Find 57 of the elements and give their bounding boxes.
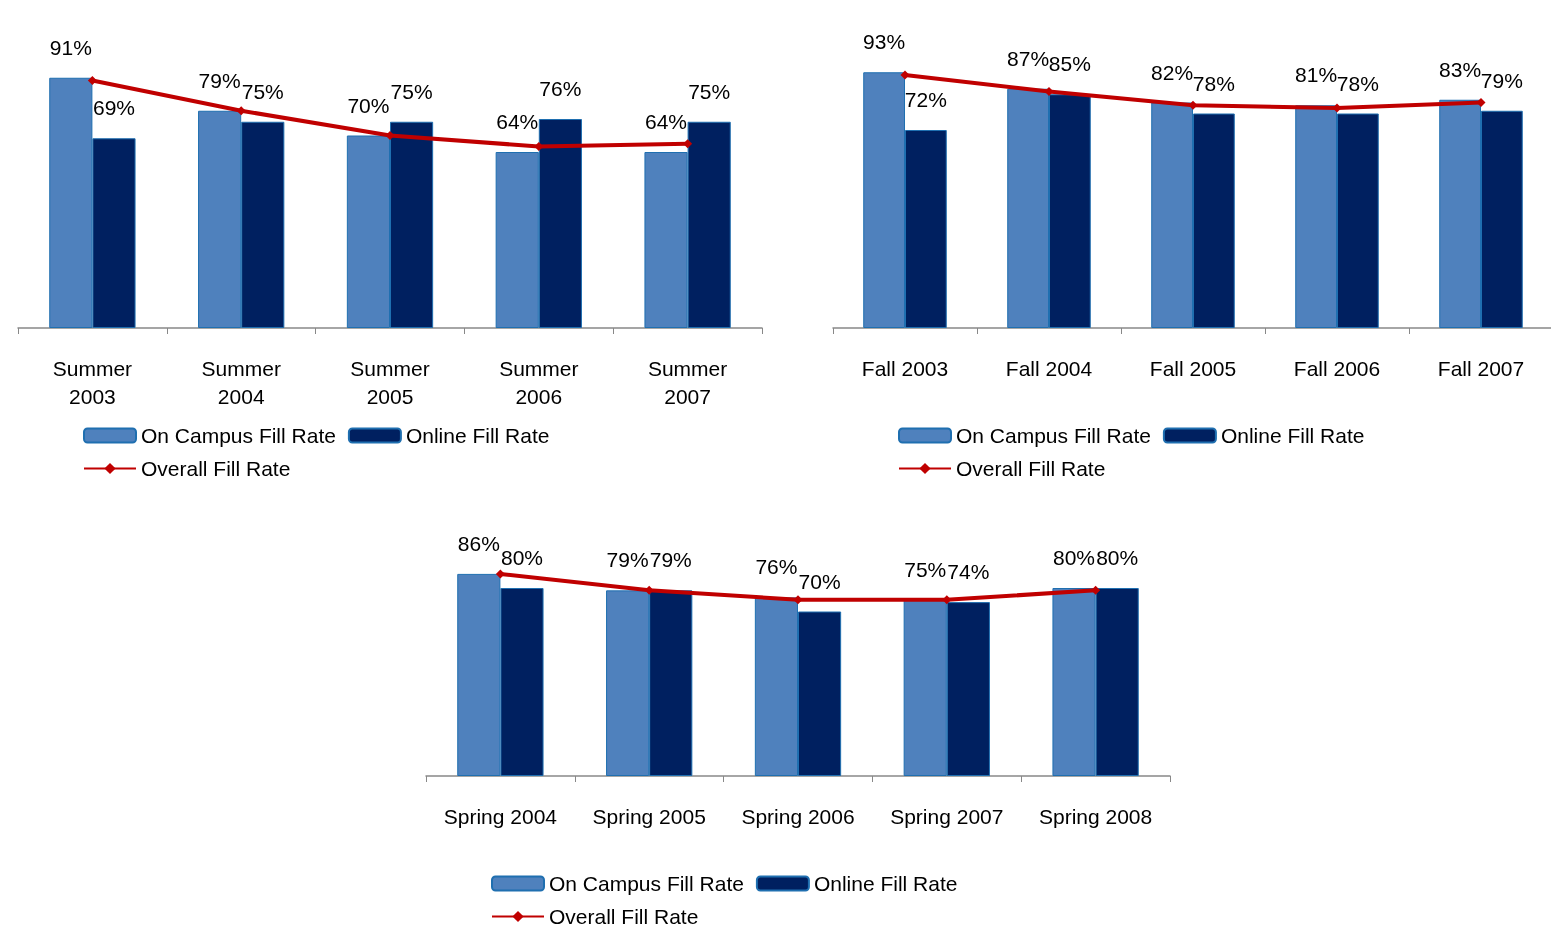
x-tick-label: Summer 2003 (52, 356, 133, 408)
legend-label: Online Fill Rate (405, 424, 550, 447)
x-tick-label: Spring 2005 (592, 804, 706, 828)
data-label: 79% (198, 68, 241, 92)
data-label: 82% (1151, 60, 1194, 84)
data-label: 69% (92, 96, 135, 120)
point (87, 76, 97, 85)
x-tick-label: Fall 2004 (1005, 356, 1093, 380)
legend-label: On Campus Fill Rate (956, 424, 1151, 447)
data-label: 83% (1439, 57, 1482, 81)
x-tick-label: Spring 2006 (741, 804, 855, 828)
data-label: 87% (1007, 46, 1050, 70)
data-label: 64% (645, 110, 688, 133)
data-label: 74% (947, 560, 990, 584)
data-label: 79% (1480, 68, 1523, 92)
legend-label: On Campus Fill Rate (549, 872, 744, 895)
x-tick-label: Fall 2005 (1149, 356, 1237, 380)
x-tick-label: Summer 2007 (647, 356, 728, 408)
data-label: 85% (1048, 52, 1091, 76)
data-label: 79% (606, 548, 649, 572)
legend-label: On Campus Fill Rate (141, 424, 336, 447)
x-tick-label: Fall 2003 (861, 356, 949, 380)
x-tick-label: Summer 2004 (201, 356, 281, 408)
data-label: 75% (904, 557, 947, 581)
x-tick-label: Spring 2008 (1038, 804, 1153, 828)
data-label: 80% (500, 546, 543, 569)
legend-label: Online Fill Rate (1220, 424, 1365, 447)
data-label: 80% (1053, 546, 1096, 569)
data-label: 75% (390, 79, 433, 103)
x-tick-label: Summer 2006 (499, 356, 579, 408)
legend-label: Online Fill Rate (813, 872, 958, 895)
legend-label: Overall Fill Rate (549, 905, 699, 928)
data-label: 76% (539, 77, 582, 100)
data-label: 78% (1336, 71, 1379, 95)
data-label: 75% (241, 79, 284, 103)
data-label: 70% (347, 93, 390, 117)
x-tick-label: Fall 2006 (1293, 356, 1381, 380)
x-tick-label: Spring 2007 (890, 804, 1004, 828)
data-label: 91% (49, 35, 92, 59)
point (900, 70, 910, 80)
data-label: 76% (755, 555, 798, 579)
x-tick-label: Summer 2005 (350, 356, 430, 408)
data-label: 93% (863, 30, 906, 54)
point (683, 139, 693, 149)
data-label: 70% (798, 569, 841, 593)
data-label: 64% (496, 110, 539, 133)
x-tick-label: Spring 2004 (443, 804, 558, 828)
data-label: 86% (457, 531, 500, 555)
data-label: 80% (1096, 546, 1139, 569)
legend-label: Overall Fill Rate (141, 457, 291, 480)
data-label: 79% (649, 548, 692, 572)
data-label: 75% (688, 79, 731, 103)
data-label: 81% (1295, 63, 1338, 87)
data-label: 72% (904, 88, 947, 111)
data-label: 78% (1192, 71, 1235, 95)
legend-label: Overall Fill Rate (956, 457, 1106, 480)
x-tick-label: Fall 2007 (1437, 356, 1525, 380)
